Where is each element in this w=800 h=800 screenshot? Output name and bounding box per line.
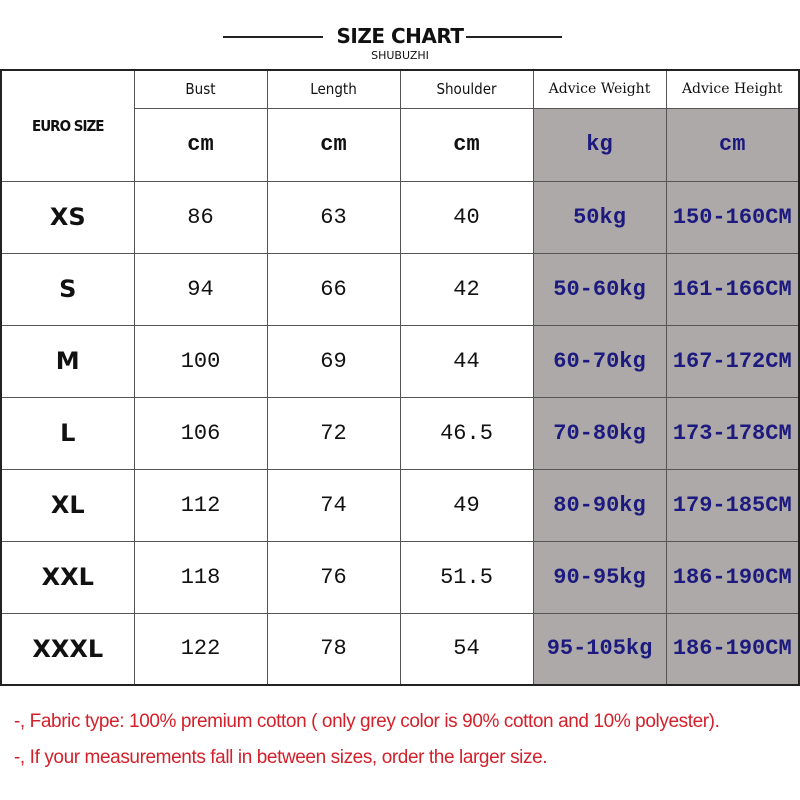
column-header-advice-weight: Advice Weight [532,69,667,109]
title-rule-left [223,36,323,38]
cell-shoulder: 51.5 [399,540,534,614]
cell-size: XXL [0,540,135,614]
table-row: S 94 66 42 50-60kg 161-166CM [0,252,800,326]
brand-name: SHUBUZHI [371,49,429,62]
table-row: XS 86 63 40 50kg 150-160CM [0,180,800,254]
fabric-note: -, Fabric type: 100% premium cotton ( on… [14,711,720,732]
unit-bust: cm [133,107,268,182]
cell-length: 74 [266,468,401,542]
cell-height: 186-190CM [665,612,800,686]
cell-height: 186-190CM [665,540,800,614]
cell-size: XXXL [0,612,135,686]
chart-title: SIZE CHART [336,24,464,48]
cell-bust: 100 [133,324,268,398]
cell-size: XS [0,180,135,254]
cell-length: 63 [266,180,401,254]
cell-size: L [0,396,135,470]
cell-height: 173-178CM [665,396,800,470]
cell-length: 66 [266,252,401,326]
cell-weight: 80-90kg [532,468,667,542]
table-row: XL 112 74 49 80-90kg 179-185CM [0,468,800,542]
cell-weight: 50kg [532,180,667,254]
cell-bust: 86 [133,180,268,254]
cell-weight: 60-70kg [532,324,667,398]
column-header-shoulder: Shoulder [399,69,534,109]
title-rule-right [466,36,562,38]
cell-bust: 94 [133,252,268,326]
cell-height: 167-172CM [665,324,800,398]
cell-length: 76 [266,540,401,614]
table-row: XXXL 122 78 54 95-105kg 186-190CM [0,612,800,686]
cell-bust: 112 [133,468,268,542]
column-header-bust: Bust [133,69,268,109]
cell-length: 69 [266,324,401,398]
unit-height: cm [665,107,800,182]
cell-weight: 50-60kg [532,252,667,326]
cell-height: 179-185CM [665,468,800,542]
cell-bust: 122 [133,612,268,686]
cell-size: XL [0,468,135,542]
cell-weight: 90-95kg [532,540,667,614]
cell-length: 78 [266,612,401,686]
cell-size: S [0,252,135,326]
size-table: EURO SIZE Bust Length Shoulder Advice We… [0,69,800,686]
column-header-advice-height: Advice Height [665,69,800,109]
table-row: L 106 72 46.5 70-80kg 173-178CM [0,396,800,470]
sizing-note: -, If your measurements fall in between … [14,747,548,768]
cell-shoulder: 49 [399,468,534,542]
cell-weight: 70-80kg [532,396,667,470]
cell-shoulder: 42 [399,252,534,326]
unit-shoulder: cm [399,107,534,182]
table-row: XXL 118 76 51.5 90-95kg 186-190CM [0,540,800,614]
unit-weight: kg [532,107,667,182]
cell-shoulder: 46.5 [399,396,534,470]
cell-length: 72 [266,396,401,470]
cell-height: 150-160CM [665,180,800,254]
cell-weight: 95-105kg [532,612,667,686]
cell-shoulder: 54 [399,612,534,686]
euro-size-header: EURO SIZE [0,69,135,182]
header-row: EURO SIZE Bust Length Shoulder Advice We… [0,69,800,182]
cell-bust: 106 [133,396,268,470]
table-row: M 100 69 44 60-70kg 167-172CM [0,324,800,398]
cell-size: M [0,324,135,398]
column-header-length: Length [266,69,401,109]
cell-shoulder: 44 [399,324,534,398]
unit-length: cm [266,107,401,182]
unit-row: cm cm cm kg cm [1,107,800,182]
cell-height: 161-166CM [665,252,800,326]
cell-shoulder: 40 [399,180,534,254]
cell-bust: 118 [133,540,268,614]
